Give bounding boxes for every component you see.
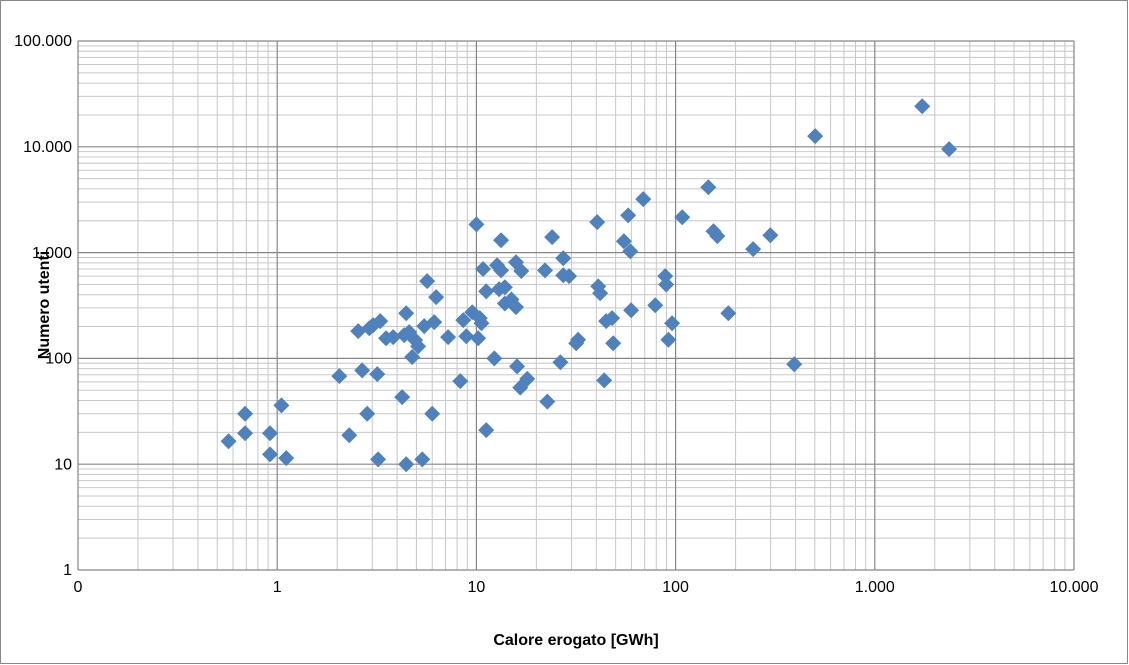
point bbox=[496, 279, 513, 296]
point bbox=[589, 214, 606, 231]
point bbox=[414, 451, 431, 468]
x-tick-label: 0 bbox=[74, 579, 83, 596]
point bbox=[620, 207, 637, 224]
point bbox=[473, 315, 490, 332]
point bbox=[720, 305, 737, 322]
point bbox=[372, 313, 389, 330]
point bbox=[468, 216, 485, 233]
point bbox=[428, 289, 445, 306]
point bbox=[478, 422, 495, 439]
point bbox=[615, 233, 632, 250]
point bbox=[762, 227, 779, 244]
point bbox=[552, 354, 569, 371]
point bbox=[398, 305, 415, 322]
point bbox=[509, 358, 526, 375]
x-tick-label: 1 bbox=[273, 579, 282, 596]
point bbox=[647, 297, 664, 314]
point bbox=[592, 285, 609, 302]
y-axis-title: Numero utenti bbox=[36, 251, 53, 359]
point bbox=[745, 241, 762, 258]
point bbox=[544, 229, 561, 246]
point bbox=[278, 450, 295, 467]
point bbox=[370, 451, 387, 468]
point bbox=[398, 456, 415, 473]
point bbox=[478, 283, 495, 300]
point bbox=[561, 268, 578, 285]
x-tick-label: 10 bbox=[468, 579, 486, 596]
point bbox=[596, 372, 613, 389]
point bbox=[458, 328, 475, 345]
point bbox=[622, 243, 639, 260]
point bbox=[237, 425, 254, 442]
point bbox=[664, 315, 681, 332]
point bbox=[455, 312, 472, 329]
x-tick-label: 100 bbox=[662, 579, 689, 596]
point bbox=[261, 425, 278, 442]
point bbox=[537, 262, 554, 279]
point bbox=[605, 335, 622, 352]
y-tick-label: 100.000 bbox=[14, 33, 72, 50]
point bbox=[220, 433, 237, 450]
y-tick-label: 10 bbox=[54, 456, 72, 473]
point bbox=[354, 362, 371, 379]
point bbox=[261, 446, 278, 463]
point bbox=[394, 389, 411, 406]
point bbox=[555, 250, 572, 267]
point bbox=[914, 98, 931, 115]
point bbox=[470, 330, 487, 347]
point bbox=[341, 427, 358, 444]
point bbox=[350, 323, 367, 340]
point bbox=[570, 331, 587, 348]
point bbox=[331, 368, 348, 385]
point bbox=[237, 405, 254, 422]
y-tick-label: 1 bbox=[63, 562, 72, 579]
point bbox=[493, 262, 510, 279]
x-tick-label: 10.000 bbox=[1050, 579, 1099, 596]
point bbox=[604, 310, 621, 327]
point bbox=[419, 273, 436, 290]
y-tick-label: 1.000 bbox=[32, 245, 72, 262]
point bbox=[807, 128, 824, 145]
point bbox=[369, 366, 386, 383]
y-tick-label: 100 bbox=[45, 351, 72, 368]
point bbox=[385, 329, 402, 346]
point bbox=[941, 141, 958, 158]
point bbox=[660, 331, 677, 348]
x-tick-label: 1.000 bbox=[855, 579, 895, 596]
point bbox=[674, 209, 691, 226]
point bbox=[486, 350, 503, 367]
point bbox=[786, 356, 803, 373]
point bbox=[440, 329, 457, 346]
point bbox=[475, 260, 492, 277]
point bbox=[658, 276, 675, 293]
y-tick-label: 10.000 bbox=[23, 139, 72, 156]
point bbox=[273, 397, 290, 414]
point bbox=[410, 338, 427, 355]
point bbox=[404, 349, 421, 366]
point bbox=[493, 232, 510, 249]
point bbox=[424, 405, 441, 422]
x-axis-title: Calore erogato [GWh] bbox=[493, 632, 658, 649]
point bbox=[513, 263, 530, 280]
point bbox=[709, 228, 726, 245]
point bbox=[507, 299, 524, 316]
point bbox=[539, 393, 556, 410]
point bbox=[635, 191, 652, 208]
point bbox=[452, 373, 469, 390]
point bbox=[519, 370, 536, 387]
point bbox=[359, 405, 376, 422]
point bbox=[700, 179, 717, 196]
point bbox=[426, 314, 443, 331]
point bbox=[623, 302, 640, 319]
